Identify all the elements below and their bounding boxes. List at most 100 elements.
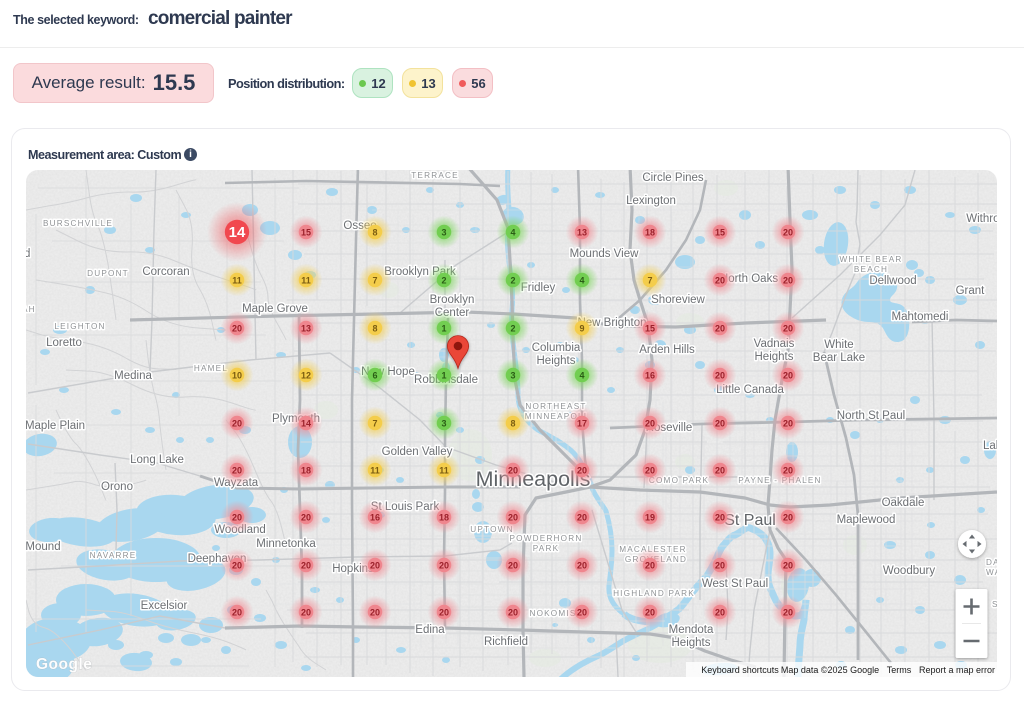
svg-text:20: 20 bbox=[439, 560, 449, 570]
svg-text:Google: Google bbox=[36, 656, 92, 673]
svg-text:3: 3 bbox=[441, 227, 446, 237]
svg-text:20: 20 bbox=[783, 560, 793, 570]
svg-text:20: 20 bbox=[370, 607, 380, 617]
svg-text:20: 20 bbox=[508, 512, 518, 522]
svg-text:Maple Plain: Maple Plain bbox=[26, 420, 85, 432]
svg-text:Heights: Heights bbox=[537, 355, 576, 367]
svg-text:Minnetonka: Minnetonka bbox=[256, 538, 316, 550]
svg-text:Shoreview: Shoreview bbox=[651, 294, 705, 306]
svg-text:20: 20 bbox=[508, 465, 518, 475]
svg-text:d: d bbox=[26, 248, 30, 260]
svg-text:Lexington: Lexington bbox=[626, 195, 676, 207]
svg-text:Columbia: Columbia bbox=[532, 342, 581, 354]
svg-text:20: 20 bbox=[577, 512, 587, 522]
svg-text:2: 2 bbox=[441, 275, 446, 285]
svg-text:Long Lake: Long Lake bbox=[130, 454, 184, 466]
svg-text:7: 7 bbox=[647, 275, 652, 285]
svg-text:20: 20 bbox=[783, 370, 793, 380]
svg-text:20: 20 bbox=[232, 607, 242, 617]
svg-text:Mound: Mound bbox=[26, 541, 61, 553]
svg-text:20: 20 bbox=[715, 323, 725, 333]
svg-text:Grant: Grant bbox=[956, 285, 986, 297]
svg-text:6: 6 bbox=[372, 370, 377, 380]
svg-text:12: 12 bbox=[301, 370, 311, 380]
svg-text:11: 11 bbox=[232, 275, 242, 285]
svg-text:4: 4 bbox=[579, 275, 584, 285]
svg-text:Oakdale: Oakdale bbox=[882, 497, 925, 509]
svg-text:1: 1 bbox=[441, 370, 446, 380]
svg-text:PARK: PARK bbox=[533, 544, 560, 553]
svg-text:20: 20 bbox=[301, 560, 311, 570]
svg-text:Woodbury: Woodbury bbox=[883, 565, 935, 577]
svg-text:Maple Grove: Maple Grove bbox=[242, 303, 308, 315]
svg-text:20: 20 bbox=[783, 275, 793, 285]
svg-text:Mounds View: Mounds View bbox=[570, 248, 640, 260]
svg-text:BURSCHVILLE: BURSCHVILLE bbox=[43, 219, 113, 228]
svg-text:7: 7 bbox=[372, 418, 377, 428]
svg-text:Withrow: Withrow bbox=[966, 213, 997, 225]
svg-text:North St Paul: North St Paul bbox=[837, 410, 905, 422]
svg-text:20: 20 bbox=[715, 275, 725, 285]
svg-text:Bear Lake: Bear Lake bbox=[813, 352, 865, 364]
svg-text:3: 3 bbox=[441, 418, 446, 428]
svg-text:Corcoran: Corcoran bbox=[142, 266, 189, 278]
svg-text:19: 19 bbox=[645, 512, 655, 522]
svg-text:10: 10 bbox=[232, 370, 242, 380]
svg-text:HIGHLAND PARK: HIGHLAND PARK bbox=[613, 589, 695, 598]
svg-text:Golden Valley: Golden Valley bbox=[382, 446, 453, 458]
svg-text:14: 14 bbox=[229, 224, 246, 241]
svg-text:4: 4 bbox=[510, 227, 515, 237]
svg-text:1: 1 bbox=[441, 323, 446, 333]
svg-text:WA: WA bbox=[986, 568, 997, 577]
svg-text:20: 20 bbox=[232, 560, 242, 570]
svg-text:Little Canada: Little Canada bbox=[716, 384, 784, 396]
svg-text:Heights: Heights bbox=[672, 637, 711, 649]
svg-text:4: 4 bbox=[579, 370, 584, 380]
svg-text:11: 11 bbox=[370, 465, 380, 475]
svg-text:20: 20 bbox=[232, 512, 242, 522]
svg-text:20: 20 bbox=[783, 323, 793, 333]
svg-text:Orono: Orono bbox=[101, 481, 133, 493]
svg-text:8: 8 bbox=[372, 323, 377, 333]
svg-text:18: 18 bbox=[301, 465, 311, 475]
svg-text:NORTHEAST: NORTHEAST bbox=[525, 402, 586, 411]
svg-text:Report a map error: Report a map error bbox=[919, 665, 995, 675]
svg-text:BEACH: BEACH bbox=[854, 265, 888, 274]
svg-text:NAVARRE: NAVARRE bbox=[90, 551, 137, 560]
svg-text:20: 20 bbox=[577, 560, 587, 570]
svg-text:8: 8 bbox=[510, 418, 515, 428]
svg-text:White: White bbox=[824, 339, 853, 351]
svg-text:NOKOMIS: NOKOMIS bbox=[529, 609, 576, 618]
svg-text:ST: ST bbox=[992, 600, 997, 609]
svg-text:18: 18 bbox=[439, 512, 449, 522]
svg-text:20: 20 bbox=[301, 512, 311, 522]
svg-text:20: 20 bbox=[508, 607, 518, 617]
svg-text:2: 2 bbox=[510, 323, 515, 333]
svg-text:15: 15 bbox=[645, 323, 655, 333]
svg-text:11: 11 bbox=[439, 465, 449, 475]
svg-text:17: 17 bbox=[577, 418, 587, 428]
svg-text:Mendota: Mendota bbox=[669, 624, 714, 636]
svg-text:Dellwood: Dellwood bbox=[869, 275, 916, 287]
svg-text:AH: AH bbox=[26, 305, 36, 314]
svg-text:20: 20 bbox=[645, 560, 655, 570]
svg-text:TERRACE: TERRACE bbox=[411, 171, 459, 180]
svg-text:20: 20 bbox=[439, 607, 449, 617]
svg-text:15: 15 bbox=[301, 227, 311, 237]
svg-text:2: 2 bbox=[510, 275, 515, 285]
svg-text:8: 8 bbox=[372, 227, 377, 237]
svg-text:West St Paul: West St Paul bbox=[702, 578, 768, 590]
svg-text:13: 13 bbox=[577, 227, 587, 237]
svg-text:20: 20 bbox=[783, 607, 793, 617]
svg-text:20: 20 bbox=[783, 418, 793, 428]
svg-text:15: 15 bbox=[715, 227, 725, 237]
svg-text:16: 16 bbox=[645, 370, 655, 380]
svg-text:16: 16 bbox=[370, 512, 380, 522]
svg-text:20: 20 bbox=[783, 465, 793, 475]
svg-text:Circle Pines: Circle Pines bbox=[642, 172, 704, 184]
svg-text:20: 20 bbox=[715, 512, 725, 522]
svg-text:Maplewood: Maplewood bbox=[837, 514, 896, 526]
svg-text:20: 20 bbox=[577, 465, 587, 475]
svg-text:20: 20 bbox=[645, 607, 655, 617]
svg-text:DAN: DAN bbox=[986, 558, 997, 567]
